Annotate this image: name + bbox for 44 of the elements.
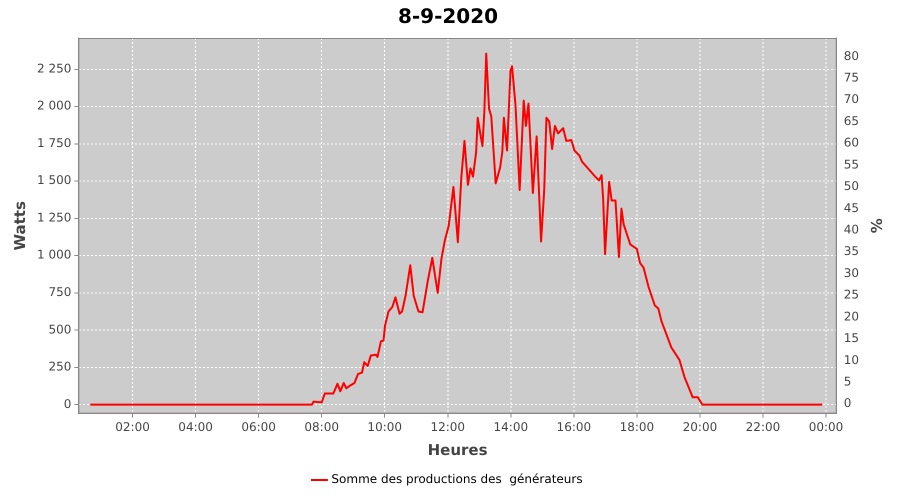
- x-tick-label: 16:00: [556, 420, 592, 434]
- x-tick-label: 18:00: [620, 420, 654, 434]
- x-axis-title: Heures: [428, 440, 488, 459]
- y2-tick-label: 70: [844, 92, 860, 106]
- y2-axis-title: %: [867, 218, 886, 234]
- y2-tick-label: 10: [844, 352, 860, 367]
- y-tick-label: 1 250: [36, 210, 72, 224]
- chart-title: 8-9-2020: [398, 4, 498, 28]
- y2-tick-label: 25: [844, 288, 860, 302]
- x-tick-label: 06:00: [241, 420, 276, 434]
- y2-tick-label: 45: [844, 200, 860, 215]
- x-tick-label: 08:00: [304, 420, 339, 434]
- x-tick-label: 02:00: [115, 420, 150, 434]
- y-tick-label: 500: [48, 322, 72, 336]
- x-tick-label: 00:00: [808, 420, 844, 434]
- x-tick-label: 04:00: [178, 420, 213, 434]
- x-tick-label: 20:00: [682, 420, 718, 434]
- x-tick-label: 10:00: [367, 420, 402, 434]
- y2-tick-label: 35: [844, 244, 860, 258]
- y-axis-title: Watts: [10, 201, 29, 251]
- y2-tick-label: 80: [844, 48, 860, 63]
- y2-tick-label: 5: [844, 374, 852, 388]
- y-tick-label: 250: [48, 360, 72, 374]
- y-tick-label: 1 750: [36, 136, 72, 150]
- y2-tick-label: 40: [844, 222, 860, 236]
- x-tick-label: 22:00: [746, 420, 780, 434]
- y-tick-label: 2 000: [36, 98, 72, 113]
- y-tick-label: 750: [48, 284, 72, 299]
- y-tick-label: 1 000: [36, 248, 72, 262]
- y2-tick-label: 50: [844, 179, 860, 194]
- legend-label: Somme des productions des générateurs: [331, 472, 583, 486]
- y-tick-label: 0: [64, 396, 72, 411]
- x-tick-label: 14:00: [494, 420, 528, 434]
- y-tick-label: 2 250: [36, 61, 72, 76]
- y2-tick-label: 60: [844, 136, 860, 150]
- x-tick-label: 12:00: [430, 420, 466, 434]
- y2-tick-label: 15: [844, 331, 860, 346]
- y2-tick-label: 20: [844, 309, 860, 324]
- y2-tick-label: 55: [844, 157, 860, 172]
- y-tick-label: 1 500: [36, 173, 72, 188]
- y2-tick-label: 0: [844, 396, 852, 410]
- y2-tick-label: 75: [844, 70, 860, 85]
- y2-tick-label: 30: [844, 266, 860, 280]
- y2-tick-label: 65: [844, 114, 860, 128]
